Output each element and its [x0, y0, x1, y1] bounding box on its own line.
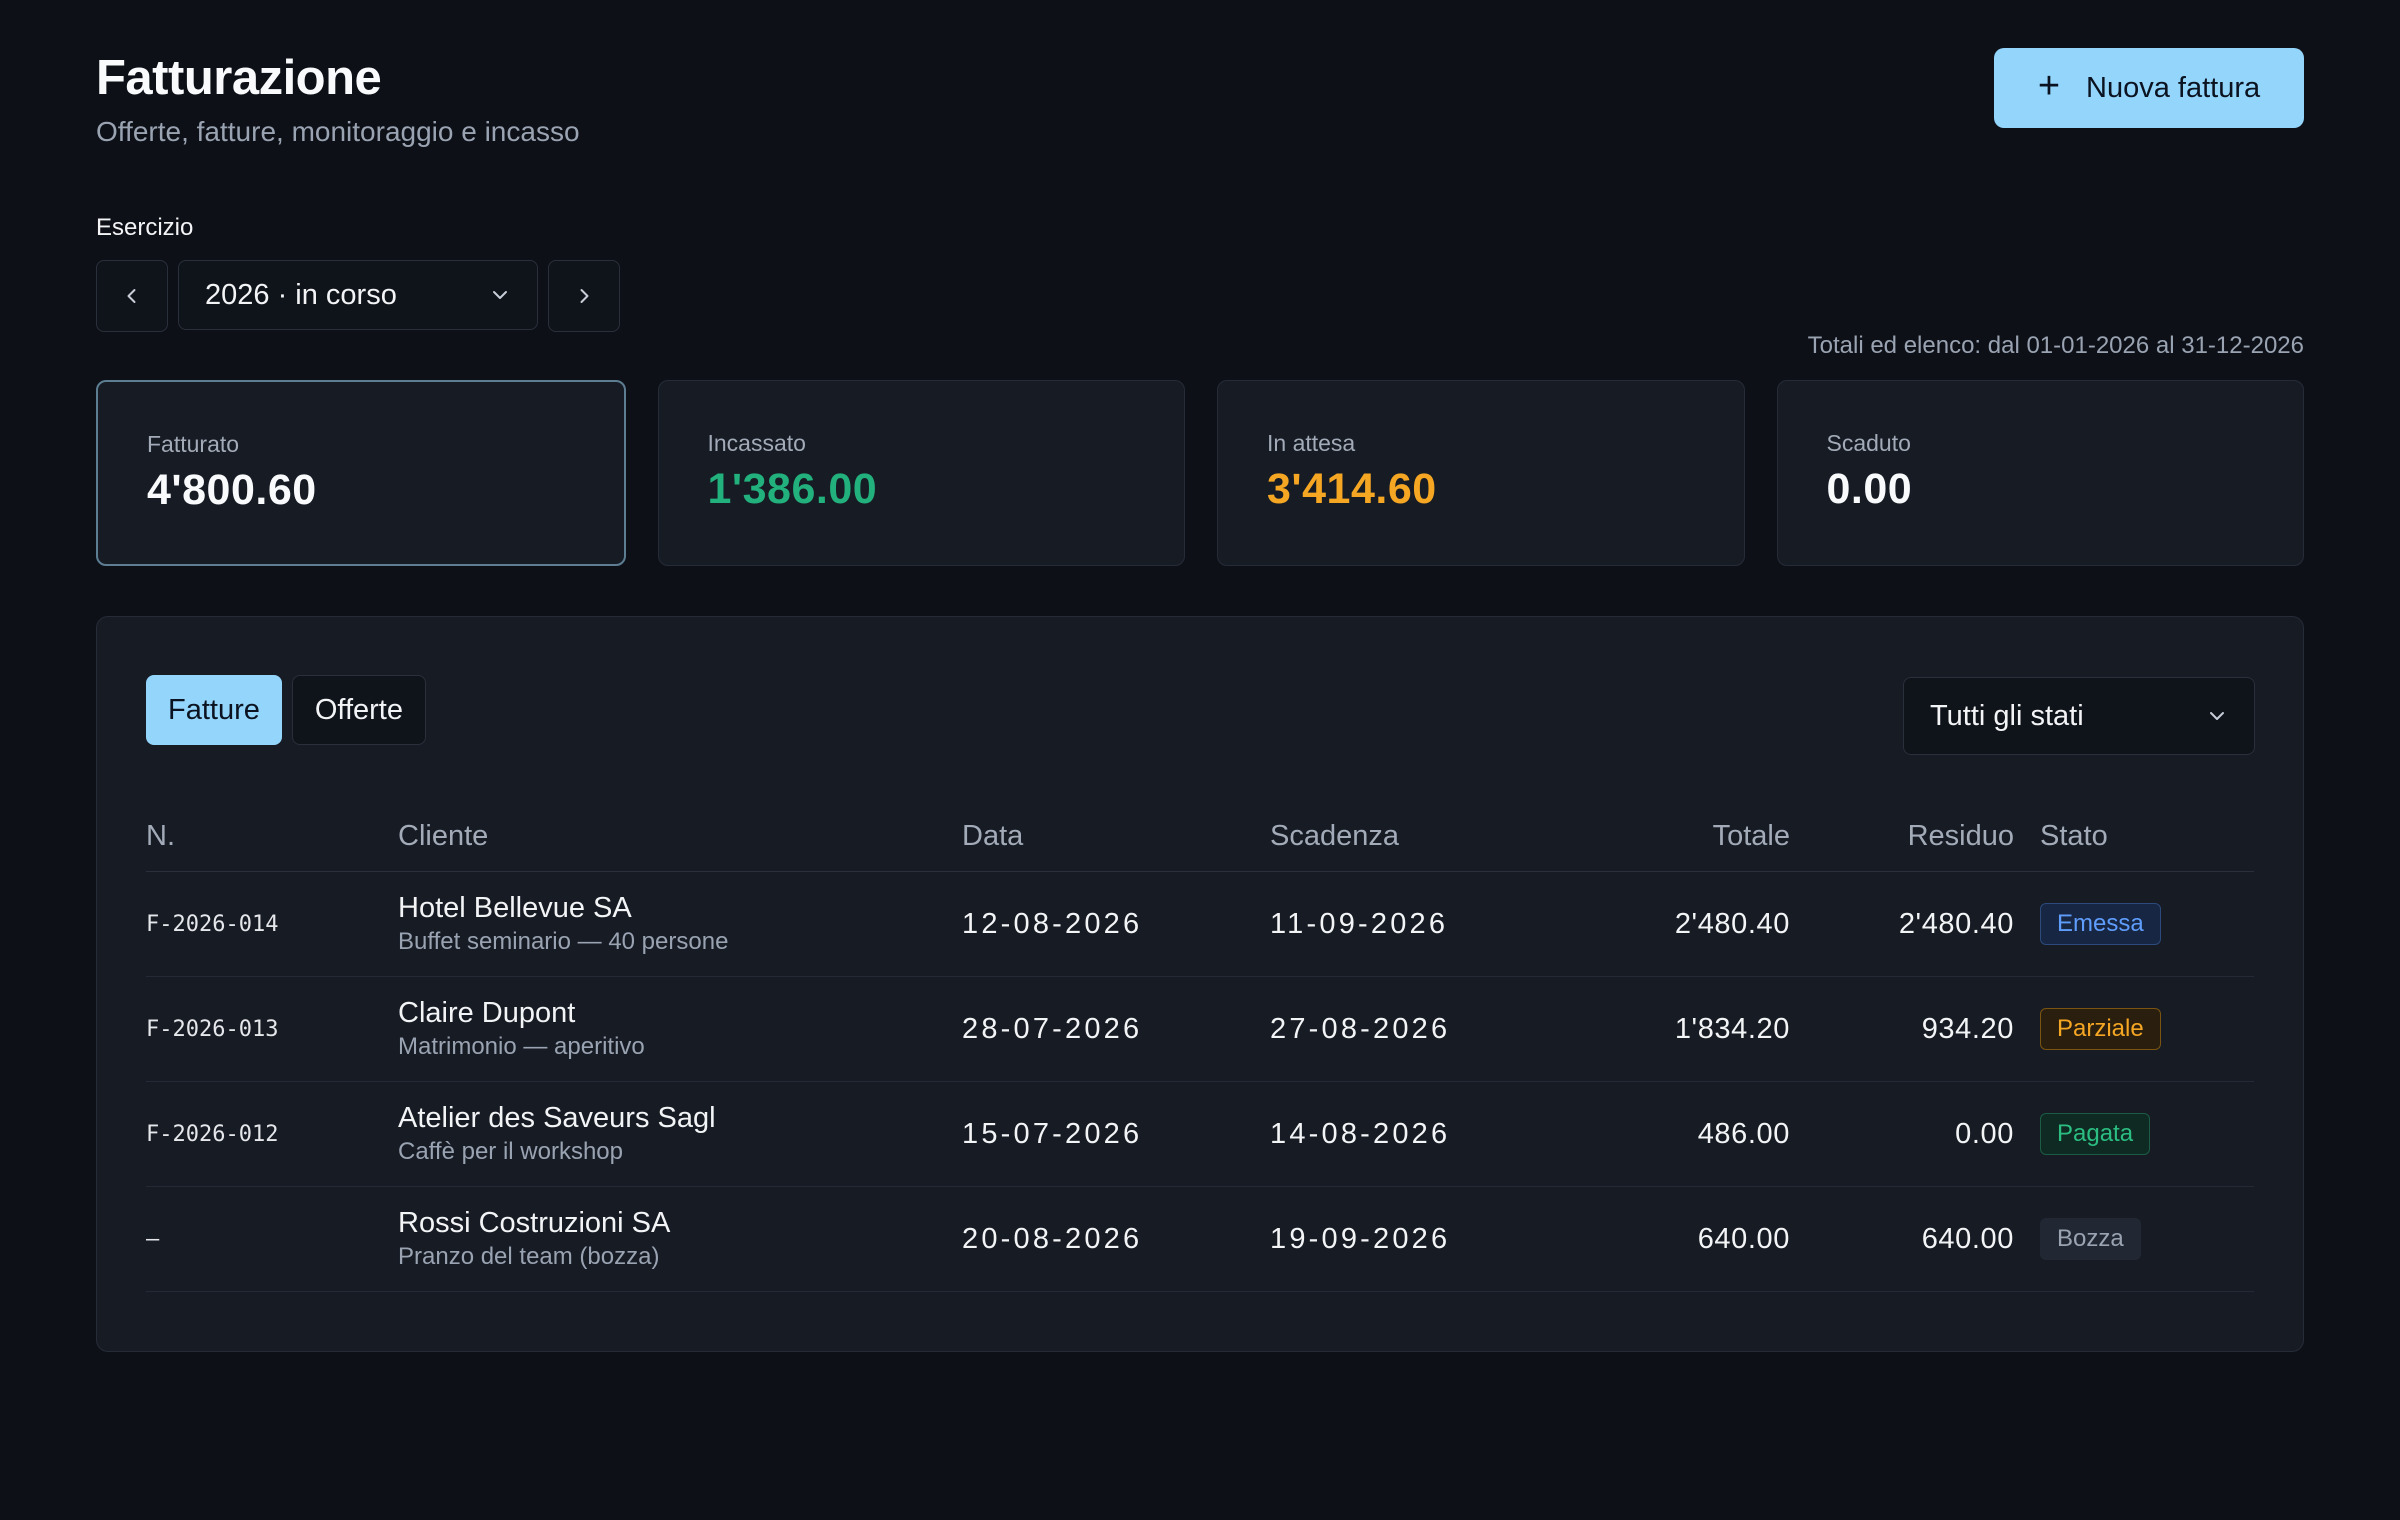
page-subtitle: Offerte, fatture, monitoraggio e incasso — [96, 116, 580, 147]
documents-panel: Fatture Offerte Tutti gli stati N. Clien… — [96, 616, 2304, 1352]
invoice-date: 15-07-2026 — [962, 1117, 1143, 1150]
invoice-description: Buffet seminario — 40 persone — [398, 928, 729, 955]
status-badge: Bozza — [2040, 1218, 2141, 1260]
invoice-number: F-2026-012 — [146, 1121, 279, 1147]
status-badge: Emessa — [2040, 903, 2161, 945]
residual-amount: 2'480.40 — [1898, 907, 2014, 940]
chevron-down-icon — [2210, 712, 2224, 720]
total-amount: 2'480.40 — [1674, 907, 1790, 940]
kpi-value: 4'800.60 — [147, 466, 317, 514]
page-title: Fatturazione — [96, 51, 382, 105]
kpi-card-fatturato[interactable]: Fatturato 4'800.60 — [96, 380, 626, 566]
column-header-total[interactable]: Totale — [1712, 819, 1790, 852]
invoice-number: F-2026-014 — [146, 911, 279, 937]
tab-offerte[interactable]: Offerte — [291, 675, 426, 745]
fiscal-year-select[interactable]: 2026 · in corso — [178, 260, 538, 330]
kpi-value: 1'386.00 — [707, 465, 878, 513]
invoice-description: Pranzo del team (bozza) — [398, 1243, 660, 1270]
kpi-label: Fatturato — [147, 431, 240, 457]
chevron-down-icon — [493, 291, 507, 299]
due-date: 19-09-2026 — [1270, 1222, 1451, 1255]
status-cell: Bozza — [2014, 1218, 2254, 1260]
status-badge: Parziale — [2040, 1008, 2161, 1050]
kpi-value: 3'414.60 — [1267, 465, 1437, 513]
tab-fatture[interactable]: Fatture — [146, 675, 282, 745]
residual-amount: 0.00 — [1955, 1117, 2014, 1150]
chevron-left-icon — [127, 289, 136, 303]
client-name: Hotel Bellevue SA — [398, 892, 632, 924]
status-cell: Pagata — [2014, 1113, 2254, 1155]
client-cell: Atelier des Saveurs Sagl Caffè per il wo… — [398, 1101, 962, 1167]
invoice-description: Matrimonio — aperitivo — [398, 1033, 645, 1060]
chevron-right-icon — [580, 289, 589, 303]
client-name: Atelier des Saveurs Sagl — [398, 1102, 716, 1134]
fiscal-year-value: 2026 · in corso — [205, 278, 397, 311]
client-cell: Claire Dupont Matrimonio — aperitivo — [398, 996, 962, 1062]
status-cell: Parziale — [2014, 1008, 2254, 1050]
column-header-due[interactable]: Scadenza — [1270, 819, 1399, 852]
next-year-button[interactable] — [548, 260, 620, 332]
previous-year-button[interactable] — [96, 260, 168, 332]
total-amount: 1'834.20 — [1674, 1012, 1790, 1045]
status-filter-value: Tutti gli stati — [1930, 699, 2084, 732]
new-invoice-label: Nuova fattura — [2086, 71, 2261, 104]
column-header-residual[interactable]: Residuo — [1907, 819, 2014, 852]
column-header-client[interactable]: Cliente — [398, 819, 489, 852]
kpi-card-scaduto[interactable]: Scaduto 0.00 — [1776, 380, 2304, 566]
due-date: 11-09-2026 — [1270, 907, 1449, 940]
client-cell: Rossi Costruzioni SA Pranzo del team (bo… — [398, 1206, 962, 1272]
column-header-date[interactable]: Data — [962, 819, 1024, 852]
invoice-number: F-2026-013 — [146, 1016, 279, 1042]
residual-amount: 934.20 — [1921, 1012, 2014, 1045]
status-filter-select[interactable]: Tutti gli stati — [1903, 677, 2255, 755]
client-name: Rossi Costruzioni SA — [398, 1207, 671, 1239]
status-badge: Pagata — [2040, 1113, 2151, 1155]
client-cell: Hotel Bellevue SA Buffet seminario — 40 … — [398, 891, 962, 957]
table-row[interactable]: F-2026-013 Claire Dupont Matrimonio — ap… — [146, 977, 2254, 1082]
billing-page: Fatturazione Offerte, fatture, monitorag… — [96, 48, 2304, 1352]
table-header: N. Cliente Data Scadenza Totale Residuo … — [146, 803, 2254, 872]
kpi-label: Scaduto — [1826, 430, 1911, 456]
invoice-date: 28-07-2026 — [962, 1012, 1143, 1045]
total-amount: 486.00 — [1697, 1117, 1790, 1150]
page-header: Fatturazione Offerte, fatture, monitorag… — [96, 48, 2304, 158]
invoice-date: 20-08-2026 — [962, 1222, 1143, 1255]
table-row[interactable]: F-2026-012 Atelier des Saveurs Sagl Caff… — [146, 1082, 2254, 1187]
fiscal-year-controls: 2026 · in corso — [96, 260, 620, 332]
table-row[interactable]: F-2026-014 Hotel Bellevue SA Buffet semi… — [146, 872, 2254, 977]
kpi-value: 0.00 — [1826, 465, 1913, 513]
client-name: Claire Dupont — [398, 997, 576, 1029]
due-date: 14-08-2026 — [1270, 1117, 1451, 1150]
kpi-cards: Fatturato 4'800.60 Incassato 1'386.00 In… — [96, 380, 2304, 566]
table-row[interactable]: – Rossi Costruzioni SA Pranzo del team (… — [146, 1187, 2254, 1292]
document-tabs: Fatture Offerte — [146, 675, 426, 745]
fiscal-year-label: Esercizio — [96, 214, 194, 241]
kpi-card-incassato[interactable]: Incassato 1'386.00 — [657, 380, 1185, 566]
total-amount: 640.00 — [1697, 1222, 1790, 1255]
column-header-number[interactable]: N. — [146, 819, 175, 852]
invoice-number: – — [146, 1226, 160, 1252]
kpi-label: In attesa — [1267, 430, 1356, 456]
kpi-label: Incassato — [707, 430, 806, 456]
invoice-description: Caffè per il workshop — [398, 1138, 623, 1165]
column-header-status[interactable]: Stato — [2040, 819, 2108, 852]
plus-icon: + — [2037, 65, 2061, 107]
invoice-date: 12-08-2026 — [962, 907, 1143, 940]
invoices-table: N. Cliente Data Scadenza Totale Residuo … — [146, 803, 2254, 1292]
date-range-text: Totali ed elenco: dal 01-01-2026 al 31-1… — [1807, 332, 2304, 359]
due-date: 27-08-2026 — [1270, 1012, 1451, 1045]
new-invoice-button[interactable]: + Nuova fattura — [1994, 48, 2304, 128]
residual-amount: 640.00 — [1921, 1222, 2014, 1255]
status-cell: Emessa — [2014, 903, 2254, 945]
kpi-card-in-attesa[interactable]: In attesa 3'414.60 — [1217, 380, 1745, 566]
